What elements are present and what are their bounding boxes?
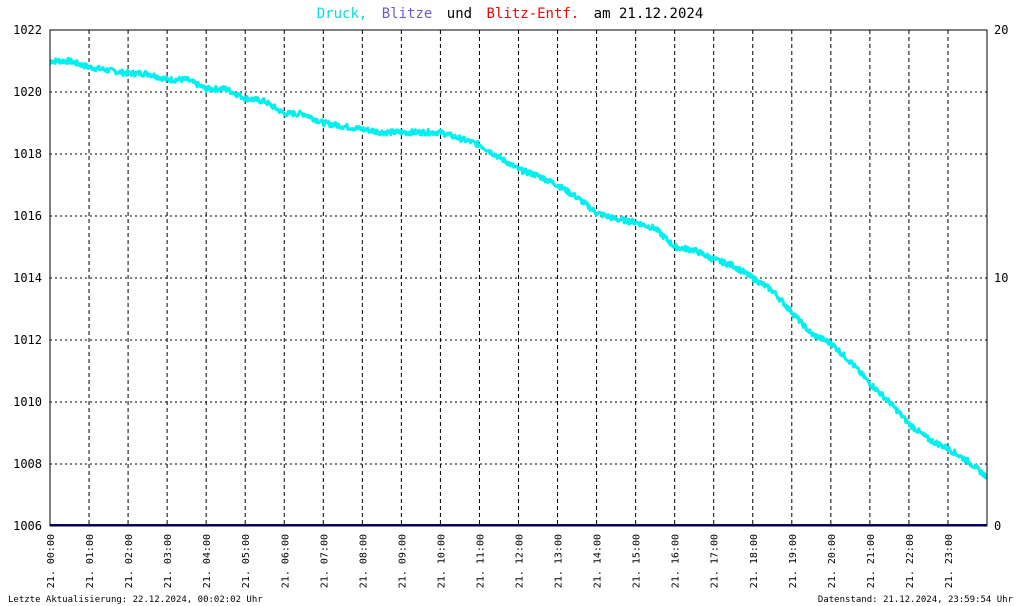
x-tick-label: 21. 15:00 (632, 534, 643, 588)
x-tick-label: 21. 14:00 (593, 534, 604, 588)
x-tick-label: 21. 07:00 (319, 534, 330, 588)
y-left-tick-label: 1022 (13, 23, 42, 37)
title-druck: Druck, (317, 6, 368, 22)
y-left-tick-label: 1020 (13, 85, 42, 99)
y-left-tick-label: 1012 (13, 333, 42, 347)
x-tick-label: 21. 04:00 (202, 534, 213, 588)
y-right-tick-label: 20 (994, 23, 1008, 37)
x-tick-label: 21. 19:00 (788, 534, 799, 588)
x-tick-label: 21. 16:00 (671, 534, 682, 588)
x-tick-label: 21. 03:00 (163, 534, 174, 588)
title-date: am 21.12.2024 (594, 6, 704, 22)
x-tick-label: 21. 01:00 (85, 534, 96, 588)
x-tick-label: 21. 00:00 (46, 534, 57, 588)
y-right-tick-label: 10 (994, 271, 1008, 285)
y-left-tick-label: 1008 (13, 457, 42, 471)
title-und: und (447, 6, 472, 22)
y-left-tick-label: 1010 (13, 395, 42, 409)
y-left-tick-label: 1018 (13, 147, 42, 161)
title-blitz-entf: Blitz-Entf. (487, 6, 580, 22)
x-tick-label: 21. 23:00 (944, 534, 955, 588)
chart-title: Druck, Blitze und Blitz-Entf. am 21.12.2… (317, 6, 704, 22)
x-tick-label: 21. 17:00 (710, 534, 721, 588)
plot-frame (49, 29, 988, 527)
footer-data-status: Datenstand: 21.12.2024, 23:59:54 Uhr (818, 595, 1014, 605)
y-left-tick-label: 1014 (13, 271, 42, 285)
x-tick-label: 21. 12:00 (515, 534, 526, 588)
x-tick-label: 21. 20:00 (827, 534, 838, 588)
title-blitze: Blitze (382, 6, 433, 22)
footer-last-update: Letzte Aktualisierung: 22.12.2024, 00:02… (8, 595, 263, 605)
x-tick-label: 21. 02:00 (124, 534, 135, 588)
y-left-tick-label: 1006 (13, 519, 42, 533)
x-tick-label: 21. 08:00 (358, 534, 369, 588)
x-tick-label: 21. 10:00 (436, 534, 447, 588)
x-tick-label: 21. 21:00 (866, 534, 877, 588)
series-line-druck (49, 56, 988, 480)
y-left-tick-label: 1016 (13, 209, 42, 223)
x-tick-label: 21. 06:00 (280, 534, 291, 588)
x-tick-label: 21. 18:00 (749, 534, 760, 588)
x-tick-label: 21. 13:00 (554, 534, 565, 588)
x-tick-label: 21. 11:00 (475, 534, 486, 588)
x-tick-label: 21. 22:00 (905, 534, 916, 588)
y-right-tick-label: 0 (994, 519, 1001, 533)
right-axis-ticks: 0 10 20 (994, 23, 1008, 533)
left-axis-ticks: 1006 1008 1010 1012 1014 1016 1018 1020 1022 (13, 23, 42, 533)
x-axis-ticks: 21. 00:00 21. 01:00 21. 02:00 21. 03:00 21. … (46, 534, 955, 588)
x-tick-label: 21. 09:00 (397, 534, 408, 588)
x-tick-label: 21. 05:00 (241, 534, 252, 588)
